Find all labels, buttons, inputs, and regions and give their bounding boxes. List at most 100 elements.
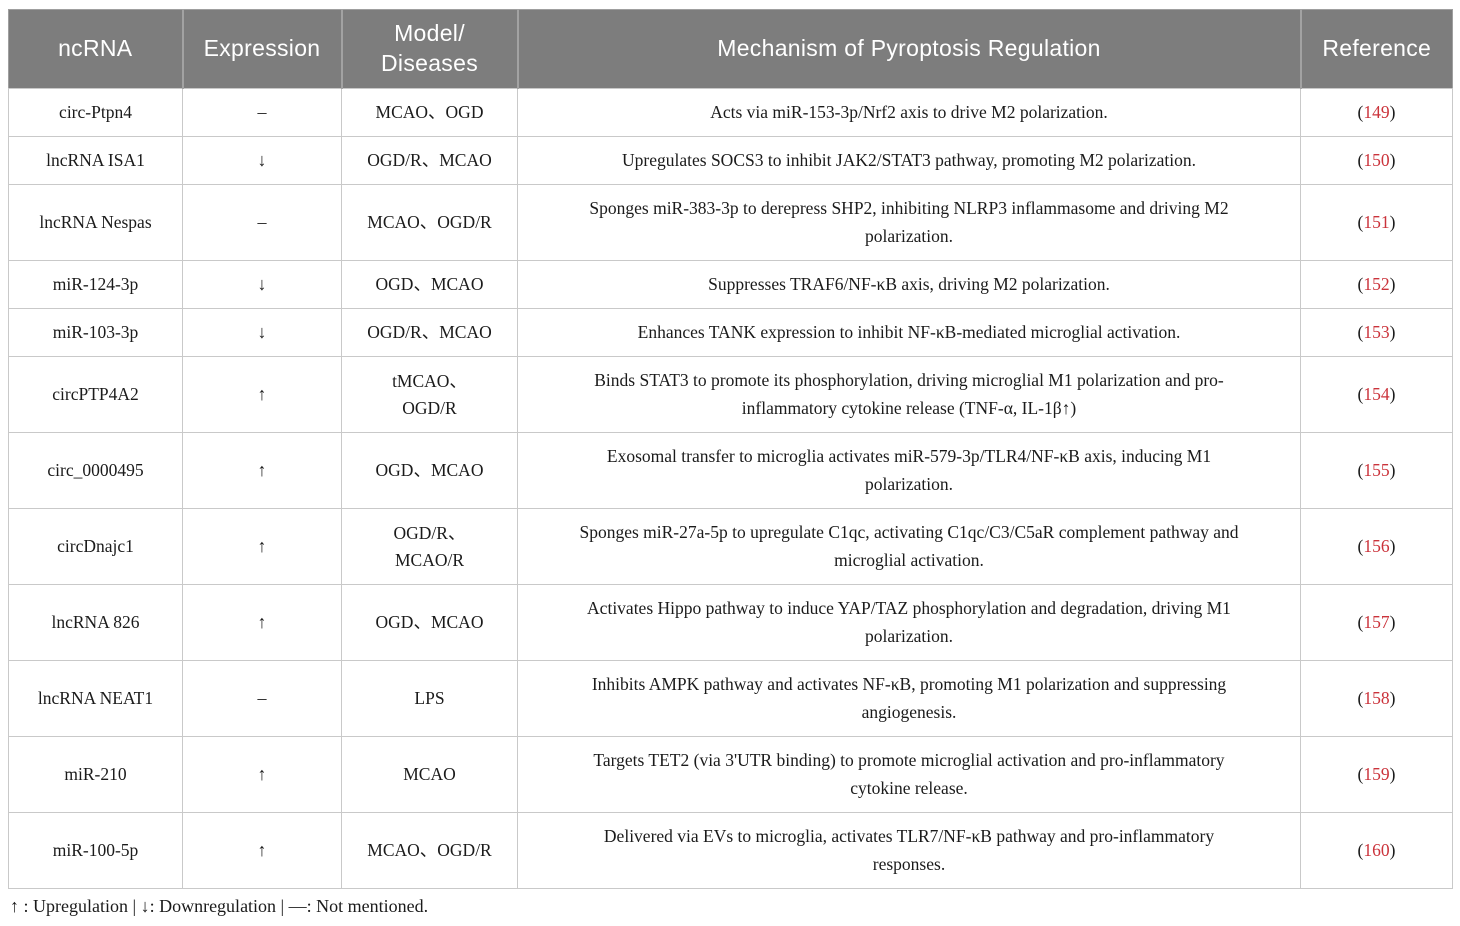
reference-number[interactable]: 149 bbox=[1363, 102, 1390, 122]
mechanism-text: Upregulates SOCS3 to inhibit JAK2/STAT3 … bbox=[622, 149, 1196, 170]
model-cell: OGD/R、MCAO bbox=[341, 136, 518, 185]
reference-number[interactable]: 152 bbox=[1363, 274, 1390, 294]
reference-number[interactable]: 158 bbox=[1363, 688, 1390, 708]
table-row: lncRNA ISA1 ↓ OGD/R、MCAO Upregulates SOC… bbox=[8, 136, 1453, 185]
reference-number[interactable]: 154 bbox=[1363, 384, 1390, 404]
expression-cell: ↓ bbox=[182, 260, 342, 309]
header-model-diseases: Model/ Diseases bbox=[340, 9, 518, 89]
reference-cell: (157) bbox=[1300, 584, 1453, 661]
table-row: circ_0000495 ↑ OGD、MCAO Exosomal transfe… bbox=[8, 432, 1453, 509]
table-row: miR-124-3p ↓ OGD、MCAO Suppresses TRAF6/N… bbox=[8, 260, 1453, 309]
mechanism-cell: Targets TET2 (via 3'UTR binding) to prom… bbox=[517, 736, 1301, 813]
paren-close: ) bbox=[1389, 536, 1396, 556]
expression-cell: ↓ bbox=[182, 308, 342, 357]
paren-close: ) bbox=[1389, 612, 1396, 632]
ncrna-cell: miR-210 bbox=[8, 736, 183, 813]
mechanism-cell: Acts via miR-153-3p/Nrf2 axis to drive M… bbox=[517, 88, 1301, 137]
reference-cell: (153) bbox=[1300, 308, 1453, 357]
expression-cell: – bbox=[182, 184, 342, 261]
expression-cell: ↓ bbox=[182, 136, 342, 185]
paren-open: ( bbox=[1357, 150, 1364, 170]
reference-number[interactable]: 156 bbox=[1363, 536, 1390, 556]
reference-number[interactable]: 160 bbox=[1363, 840, 1390, 860]
mechanism-cell: Exosomal transfer to microglia activates… bbox=[517, 432, 1301, 509]
mechanism-text: Activates Hippo pathway to induce YAP/TA… bbox=[587, 598, 1231, 646]
mechanism-cell: Binds STAT3 to promote its phosphorylati… bbox=[517, 356, 1301, 433]
reference-number[interactable]: 153 bbox=[1363, 322, 1390, 342]
mechanism-text: Delivered via EVs to microglia, activate… bbox=[603, 826, 1215, 874]
paren-close: ) bbox=[1389, 840, 1396, 860]
mechanism-text: Binds STAT3 to promote its phosphorylati… bbox=[594, 370, 1224, 418]
reference-cell: (154) bbox=[1300, 356, 1453, 433]
header-reference: Reference bbox=[1299, 9, 1453, 89]
paren-open: ( bbox=[1357, 612, 1364, 632]
mechanism-text: Enhances TANK expression to inhibit NF-κ… bbox=[637, 321, 1181, 342]
mechanism-text: Exosomal transfer to microglia activates… bbox=[606, 446, 1212, 494]
model-cell: OGD、MCAO bbox=[341, 432, 518, 509]
header-mechanism: Mechanism of Pyroptosis Regulation bbox=[516, 9, 1301, 89]
paren-close: ) bbox=[1389, 764, 1396, 784]
reference-number[interactable]: 151 bbox=[1363, 212, 1390, 232]
paren-open: ( bbox=[1357, 536, 1364, 556]
ncrna-cell: lncRNA ISA1 bbox=[8, 136, 183, 185]
paren-open: ( bbox=[1357, 764, 1364, 784]
reference-cell: (160) bbox=[1300, 812, 1453, 889]
mechanism-text: Sponges miR-383-3p to derepress SHP2, in… bbox=[589, 198, 1229, 246]
header-expression: Expression bbox=[181, 9, 342, 89]
paren-open: ( bbox=[1357, 384, 1364, 404]
header-ncrna: ncRNA bbox=[8, 9, 183, 89]
mechanism-text: Inhibits AMPK pathway and activates NF-κ… bbox=[591, 674, 1227, 722]
ncrna-cell: miR-100-5p bbox=[8, 812, 183, 889]
mechanism-cell: Delivered via EVs to microglia, activate… bbox=[517, 812, 1301, 889]
ncrna-cell: circDnajc1 bbox=[8, 508, 183, 585]
mechanism-cell: Upregulates SOCS3 to inhibit JAK2/STAT3 … bbox=[517, 136, 1301, 185]
reference-number[interactable]: 159 bbox=[1363, 764, 1390, 784]
expression-cell: – bbox=[182, 660, 342, 737]
ncrna-pyroptosis-table: ncRNA Expression Model/ Diseases Mechani… bbox=[8, 9, 1453, 889]
expression-cell: ↑ bbox=[182, 736, 342, 813]
mechanism-text: Acts via miR-153-3p/Nrf2 axis to drive M… bbox=[710, 101, 1108, 122]
ncrna-cell: lncRNA 826 bbox=[8, 584, 183, 661]
mechanism-cell: Sponges miR-383-3p to derepress SHP2, in… bbox=[517, 184, 1301, 261]
expression-cell: ↑ bbox=[182, 812, 342, 889]
expression-cell: – bbox=[182, 88, 342, 137]
ncrna-cell: lncRNA Nespas bbox=[8, 184, 183, 261]
paren-close: ) bbox=[1389, 384, 1396, 404]
paren-close: ) bbox=[1389, 460, 1396, 480]
reference-number[interactable]: 155 bbox=[1363, 460, 1390, 480]
ncrna-cell: circ-Ptpn4 bbox=[8, 88, 183, 137]
mechanism-cell: Enhances TANK expression to inhibit NF-κ… bbox=[517, 308, 1301, 357]
model-cell: MCAO、OGD/R bbox=[341, 184, 518, 261]
reference-number[interactable]: 157 bbox=[1363, 612, 1390, 632]
ncrna-cell: lncRNA NEAT1 bbox=[8, 660, 183, 737]
table-row: circPTP4A2 ↑ tMCAO、 OGD/R Binds STAT3 to… bbox=[8, 356, 1453, 433]
reference-cell: (156) bbox=[1300, 508, 1453, 585]
table-row: miR-103-3p ↓ OGD/R、MCAO Enhances TANK ex… bbox=[8, 308, 1453, 357]
expression-cell: ↑ bbox=[182, 432, 342, 509]
table-row: miR-100-5p ↑ MCAO、OGD/R Delivered via EV… bbox=[8, 812, 1453, 889]
mechanism-text: Sponges miR-27a-5p to upregulate C1qc, a… bbox=[579, 522, 1239, 570]
model-cell: OGD/R、 MCAO/R bbox=[341, 508, 518, 585]
mechanism-cell: Sponges miR-27a-5p to upregulate C1qc, a… bbox=[517, 508, 1301, 585]
paren-close: ) bbox=[1389, 322, 1396, 342]
table-row: lncRNA Nespas – MCAO、OGD/R Sponges miR-3… bbox=[8, 184, 1453, 261]
reference-cell: (152) bbox=[1300, 260, 1453, 309]
paren-open: ( bbox=[1357, 460, 1364, 480]
table-row: circDnajc1 ↑ OGD/R、 MCAO/R Sponges miR-2… bbox=[8, 508, 1453, 585]
model-cell: MCAO、OGD/R bbox=[341, 812, 518, 889]
table-row: lncRNA 826 ↑ OGD、MCAO Activates Hippo pa… bbox=[8, 584, 1453, 661]
model-cell: MCAO、OGD bbox=[341, 88, 518, 137]
ncrna-cell: circ_0000495 bbox=[8, 432, 183, 509]
model-cell: LPS bbox=[341, 660, 518, 737]
reference-cell: (158) bbox=[1300, 660, 1453, 737]
mechanism-text: Targets TET2 (via 3'UTR binding) to prom… bbox=[593, 750, 1225, 798]
reference-cell: (155) bbox=[1300, 432, 1453, 509]
table-footnote: ↑ : Upregulation | ↓: Downregulation | —… bbox=[10, 896, 429, 916]
paren-open: ( bbox=[1357, 840, 1364, 860]
ncrna-cell: circPTP4A2 bbox=[8, 356, 183, 433]
paren-open: ( bbox=[1357, 688, 1364, 708]
reference-number[interactable]: 150 bbox=[1363, 150, 1390, 170]
table-row: miR-210 ↑ MCAO Targets TET2 (via 3'UTR b… bbox=[8, 736, 1453, 813]
reference-cell: (159) bbox=[1300, 736, 1453, 813]
